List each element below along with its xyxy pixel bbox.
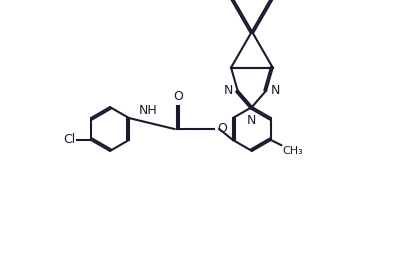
Text: NH: NH — [139, 104, 157, 117]
Text: Cl: Cl — [63, 133, 76, 147]
Text: N: N — [271, 84, 280, 97]
Text: N: N — [247, 114, 257, 126]
Text: CH₃: CH₃ — [283, 147, 303, 156]
Text: N: N — [224, 84, 233, 97]
Text: O: O — [173, 90, 183, 103]
Text: O: O — [217, 123, 227, 135]
